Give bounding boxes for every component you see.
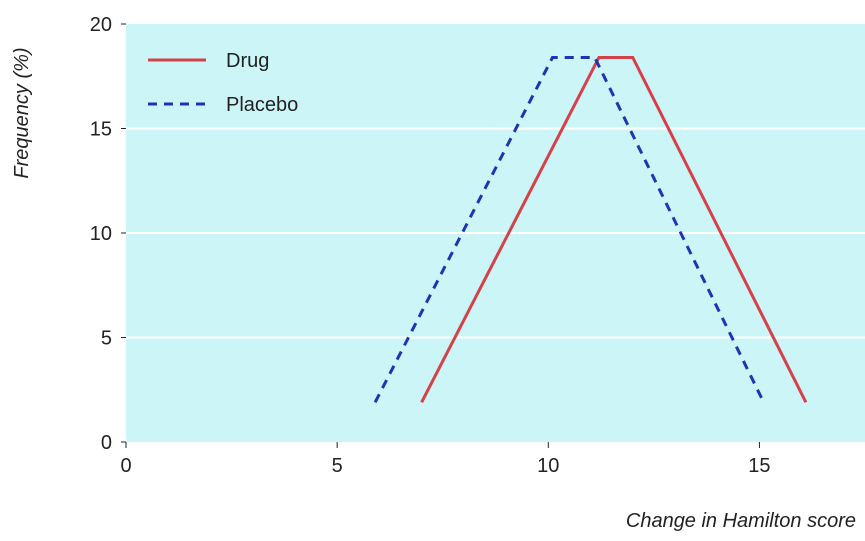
x-axis-ticks: 0 5 10 15 <box>120 442 771 477</box>
x-tick-label: 15 <box>748 455 770 477</box>
series-line-placebo <box>373 55 765 403</box>
y-tick-label: 20 <box>90 14 112 36</box>
y-tick-label: 5 <box>101 328 112 350</box>
y-tick-label: 15 <box>90 119 112 141</box>
y-tick-label: 0 <box>101 432 112 454</box>
series-line-drug <box>420 55 808 403</box>
x-tick-label: 0 <box>120 455 131 477</box>
series-lines <box>373 55 808 403</box>
y-tick-label: 10 <box>90 223 112 245</box>
y-axis-ticks: 0 5 10 15 20 <box>90 14 126 454</box>
x-axis-title: Change in Hamilton score <box>626 510 856 532</box>
legend-label-placebo: Placebo <box>226 94 298 116</box>
legend: Drug Placebo <box>148 50 298 116</box>
x-tick-label: 5 <box>332 455 343 477</box>
gridlines <box>126 127 865 339</box>
legend-label-drug: Drug <box>226 50 269 72</box>
y-axis-title: Frequency (%) <box>11 47 33 178</box>
x-tick-label: 10 <box>537 455 559 477</box>
